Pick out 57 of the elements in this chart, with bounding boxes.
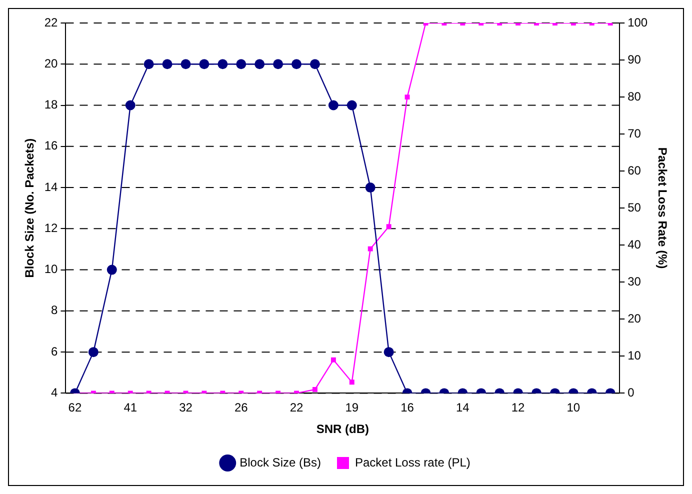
x-tick-label: 32 xyxy=(179,400,193,415)
point xyxy=(310,59,320,70)
y2-tick-label: 10 xyxy=(628,348,642,362)
legend-label: Block Size (Bs) xyxy=(240,455,321,470)
point xyxy=(404,94,410,100)
y-tick-label: 22 xyxy=(44,15,58,30)
y2-tick-label: 80 xyxy=(628,89,642,104)
point xyxy=(368,246,373,252)
y2-tick-label: 20 xyxy=(628,311,642,326)
y2-tick-label: 40 xyxy=(628,237,642,252)
point xyxy=(292,59,302,70)
point xyxy=(386,224,392,230)
point xyxy=(180,59,191,70)
y-tick-label: 4 xyxy=(51,386,58,400)
x-tick-label: 26 xyxy=(234,400,248,415)
y-tick-label: 20 xyxy=(44,56,58,70)
y2-tick-label: 70 xyxy=(628,126,642,140)
point xyxy=(106,264,117,275)
point xyxy=(328,100,338,110)
y2-tick-label: 30 xyxy=(628,274,642,288)
x-tick-label: 12 xyxy=(511,400,526,415)
y2-tick-label: 0 xyxy=(628,386,635,400)
point xyxy=(346,100,357,110)
y2-axis-title: Packet Loss Rate (%) xyxy=(655,147,670,269)
y2-tick-label: 90 xyxy=(628,52,642,66)
y-tick-label: 12 xyxy=(44,220,58,235)
point xyxy=(312,387,318,392)
legend-label: Packet Loss rate (PL) xyxy=(354,455,470,470)
point xyxy=(199,59,210,70)
point xyxy=(218,59,228,70)
point xyxy=(144,59,154,70)
point xyxy=(254,59,265,70)
x-tick-label: 16 xyxy=(400,400,414,415)
x-tick-label: 14 xyxy=(456,400,470,415)
point xyxy=(162,59,172,70)
y-tick-label: 10 xyxy=(44,262,58,276)
y-tick-label: 8 xyxy=(51,303,58,318)
point xyxy=(349,380,354,385)
y2-tick-label: 60 xyxy=(628,163,642,178)
x-tick-label: 41 xyxy=(124,400,138,415)
x-tick-label: 10 xyxy=(566,400,580,415)
x-tick-label: 22 xyxy=(290,400,304,415)
y-tick-label: 6 xyxy=(51,344,58,358)
point xyxy=(236,59,246,70)
x-tick-label: 62 xyxy=(68,400,82,415)
y-tick-label: 16 xyxy=(44,138,58,153)
y-axis-title: Block Size (No. Packets) xyxy=(22,138,37,278)
point xyxy=(365,182,376,193)
point xyxy=(273,59,284,70)
x-tick-label: 19 xyxy=(345,400,359,415)
y-tick-label: 14 xyxy=(44,180,58,194)
point xyxy=(125,100,136,110)
y2-tick-label: 100 xyxy=(628,15,648,30)
y-tick-label: 18 xyxy=(44,98,58,112)
y2-tick-label: 50 xyxy=(628,200,642,214)
x-axis-title: SNR (dB) xyxy=(316,422,369,436)
point xyxy=(330,357,336,362)
